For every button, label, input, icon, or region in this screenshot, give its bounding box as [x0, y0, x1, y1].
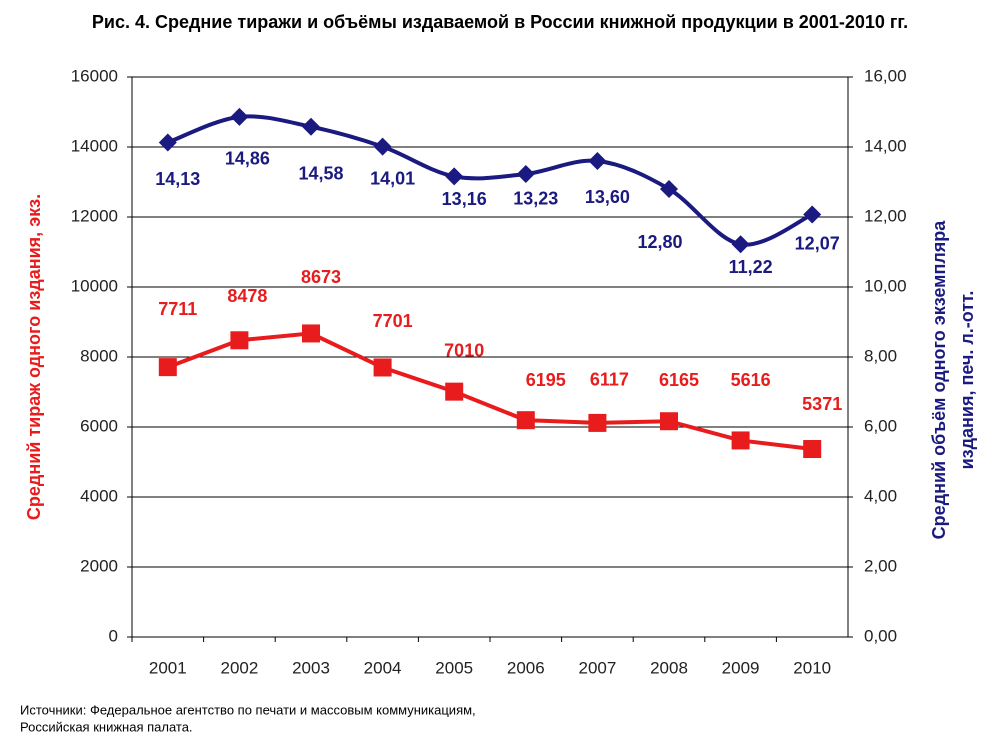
- data-label: 7010: [444, 340, 484, 360]
- point: [731, 235, 750, 254]
- data-label: 13,23: [513, 189, 558, 209]
- data-label: 12,80: [637, 232, 682, 252]
- point: [230, 107, 249, 126]
- data-label: 5616: [731, 370, 771, 390]
- y2-tick-label: 8,00: [864, 346, 897, 365]
- y2-tick-label: 12,00: [864, 206, 907, 225]
- point: [445, 382, 464, 401]
- point: [516, 164, 535, 183]
- point: [588, 152, 607, 170]
- data-label: 14,58: [298, 163, 343, 183]
- point: [158, 133, 177, 152]
- y-tick-label: 4000: [80, 486, 118, 505]
- point: [516, 411, 535, 430]
- point: [158, 358, 177, 377]
- series-line: [167, 331, 813, 452]
- y2-tick-label: 10,00: [864, 276, 907, 295]
- y-tick-label: 16000: [71, 66, 118, 85]
- x-tick-label: 2008: [650, 658, 688, 677]
- y2-tick-label: 4,00: [864, 486, 897, 505]
- data-label: 13,60: [585, 187, 630, 207]
- y2-tick-label: 14,00: [864, 136, 907, 155]
- y2-axis-label: издания, печ. л.-отт.: [957, 291, 977, 470]
- point: [445, 167, 464, 186]
- point: [373, 137, 392, 156]
- data-label: 6117: [590, 370, 629, 390]
- data-label: 13,16: [442, 189, 487, 209]
- data-label: 11,22: [729, 257, 773, 277]
- data-label: 14,13: [155, 169, 200, 189]
- point: [660, 180, 678, 198]
- x-tick-label: 2004: [364, 658, 402, 677]
- point: [373, 358, 392, 377]
- data-label: 6195: [526, 370, 566, 390]
- data-label: 12,07: [795, 233, 840, 253]
- y-tick-label: 6000: [80, 416, 118, 435]
- y2-tick-label: 0,00: [864, 626, 897, 645]
- data-label: 7701: [373, 311, 413, 331]
- point: [230, 331, 249, 350]
- y-axis-label: Средний тираж одного издания, экз.: [24, 194, 44, 520]
- x-tick-label: 2005: [435, 658, 473, 677]
- point: [660, 412, 678, 431]
- data-label: 8673: [301, 267, 341, 287]
- series-line: [167, 114, 814, 247]
- point: [731, 431, 750, 450]
- data-label: 14,86: [225, 149, 270, 169]
- point: [588, 413, 607, 432]
- y-tick-label: 8000: [80, 346, 118, 365]
- source-note: Источники: Федеральное агентство по печа…: [20, 702, 476, 717]
- data-label: 14,01: [370, 168, 415, 188]
- y-tick-label: 14000: [71, 136, 118, 155]
- point: [803, 440, 822, 459]
- y2-tick-label: 2,00: [864, 556, 897, 575]
- y2-tick-label: 6,00: [864, 416, 897, 435]
- source-note: Российская книжная палата.: [20, 719, 193, 734]
- x-tick-label: 2003: [292, 658, 330, 677]
- data-label: 5371: [802, 394, 842, 414]
- point: [803, 205, 822, 224]
- x-tick-label: 2007: [578, 658, 616, 677]
- y2-tick-label: 16,00: [864, 66, 907, 85]
- y-tick-label: 2000: [80, 556, 118, 575]
- point: [302, 117, 320, 136]
- y2-axis-label: Средний объём одного экземпляра: [929, 220, 949, 540]
- data-label: 7711: [158, 299, 197, 319]
- data-label: 8478: [227, 286, 267, 306]
- y-tick-label: 10000: [71, 276, 118, 295]
- x-tick-label: 2009: [722, 658, 760, 677]
- x-tick-label: 2006: [507, 658, 545, 677]
- point: [302, 324, 320, 343]
- chart-title: Рис. 4. Средние тиражи и объёмы издаваем…: [92, 12, 908, 32]
- data-label: 6165: [659, 370, 699, 390]
- x-tick-label: 2010: [793, 658, 831, 677]
- x-tick-label: 2001: [149, 658, 187, 677]
- x-tick-label: 2002: [220, 658, 258, 677]
- y-tick-label: 0: [109, 626, 118, 645]
- y-tick-label: 12000: [71, 206, 118, 225]
